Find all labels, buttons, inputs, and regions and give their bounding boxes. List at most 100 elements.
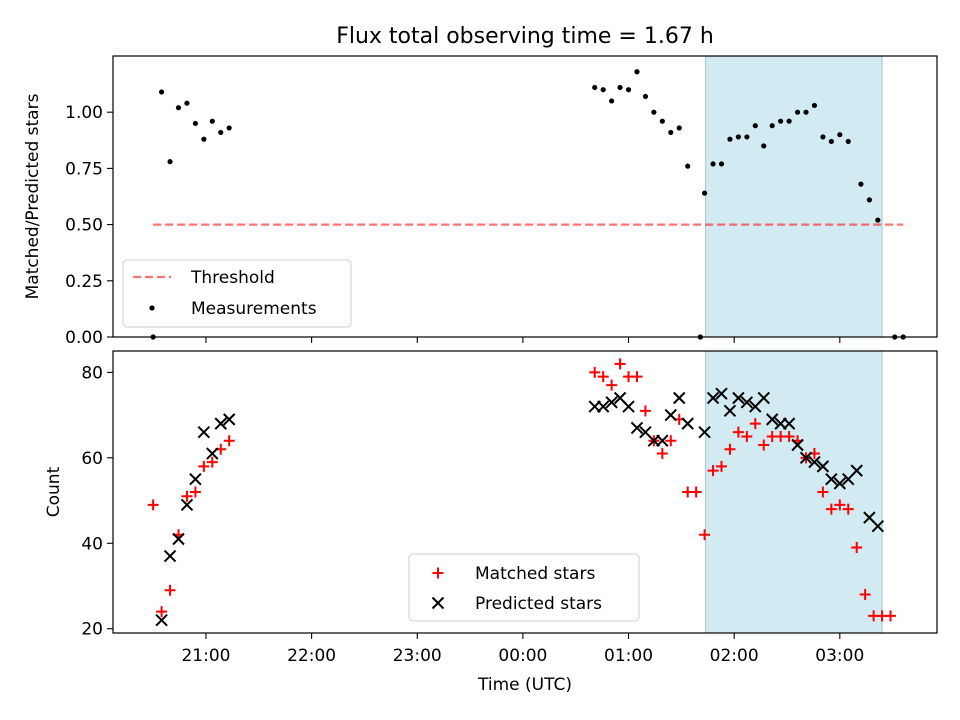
- series-measurements: [150, 69, 906, 340]
- matched-point: [817, 486, 829, 498]
- plot-area: [705, 351, 883, 633]
- predicted-point: [715, 387, 728, 400]
- y-tick-label: 0.50: [65, 216, 103, 236]
- matched-point: [842, 503, 854, 515]
- matched-point: [859, 589, 871, 601]
- data-point: [167, 159, 173, 165]
- y-tick-label: 0.00: [65, 328, 103, 348]
- data-point: [617, 84, 623, 91]
- predicted-point: [172, 532, 185, 546]
- matched-point: [724, 443, 736, 455]
- predicted-point: [782, 417, 796, 430]
- predicted-point: [197, 425, 211, 439]
- x-tick-label: 21:00: [181, 646, 230, 666]
- data-point: [192, 120, 198, 127]
- predicted-point: [808, 455, 821, 469]
- x-tick-label: 02:00: [710, 646, 759, 666]
- data-point: [811, 102, 818, 109]
- matched-point: [206, 456, 218, 468]
- matched-point: [198, 460, 210, 472]
- data-point: [175, 105, 182, 111]
- data-point: [735, 134, 741, 140]
- chart-title: Flux total observing time = 1.67 h: [336, 24, 714, 49]
- data-point: [858, 181, 864, 187]
- y-tick-label: 20: [81, 620, 103, 640]
- data-point: [727, 136, 733, 142]
- data-point: [158, 89, 165, 95]
- legend-predicted-label: Predicted stars: [475, 594, 602, 614]
- data-point: [659, 118, 665, 124]
- data-point: [226, 125, 232, 131]
- top-panel: 0.00 0.25 0.50 0.75 1.00 Matched/Predicted st…: [23, 55, 938, 348]
- data-point: [786, 118, 792, 124]
- predicted-point: [740, 396, 754, 409]
- matched-point: [631, 371, 643, 383]
- predicted-point: [799, 451, 813, 465]
- y-axis-label: Count: [44, 466, 64, 517]
- predicted-point: [214, 417, 227, 430]
- matched-point: [715, 460, 727, 472]
- y-axis-label: Matched/Predicted stars: [23, 93, 43, 299]
- matched-point: [147, 499, 159, 511]
- data-point: [184, 100, 190, 106]
- legend: Matched stars Predicted stars: [408, 553, 640, 622]
- matched-point: [639, 405, 651, 417]
- data-point: [710, 161, 716, 167]
- predicted-point: [656, 434, 669, 447]
- matched-point: [834, 499, 846, 511]
- observing-window-span: [705, 56, 883, 337]
- data-point: [651, 109, 657, 115]
- predicted-point: [850, 464, 863, 477]
- y-tick-label: 80: [81, 363, 103, 383]
- matched-point: [181, 490, 193, 502]
- data-point: [769, 123, 775, 129]
- predicted-point: [833, 477, 847, 490]
- legend-matched-label: Matched stars: [475, 564, 595, 584]
- axes-frame: [112, 350, 938, 634]
- data-point: [744, 134, 750, 140]
- data-point: [866, 197, 872, 203]
- y-tick-label: 60: [81, 449, 103, 469]
- matched-point: [825, 503, 837, 515]
- predicted-point: [816, 460, 830, 473]
- matched-point: [189, 486, 201, 498]
- predicted-point: [732, 391, 745, 405]
- y-tick-label: 0.75: [65, 159, 103, 179]
- predicted-point: [630, 421, 644, 435]
- legend-box: [122, 259, 352, 328]
- legend-measurements-swatch: [149, 305, 155, 311]
- x-tick-label: 23:00: [393, 646, 442, 666]
- legend-threshold-label: Threshold: [190, 268, 275, 288]
- matched-point: [732, 426, 744, 438]
- data-point: [642, 93, 649, 100]
- y-tick-label: 40: [81, 534, 103, 554]
- x-tick-label: 00:00: [498, 646, 547, 666]
- data-point: [820, 134, 826, 140]
- predicted-point: [206, 447, 219, 460]
- matched-point: [606, 379, 618, 391]
- matched-point: [783, 430, 795, 442]
- x-tick-label: 01:00: [604, 646, 653, 666]
- data-point: [668, 129, 674, 136]
- matched-point: [758, 439, 770, 451]
- legend-measurements-label: Measurements: [191, 299, 317, 319]
- matched-point: [741, 430, 753, 442]
- x-tick-label: 03:00: [815, 646, 864, 666]
- series-matched-stars: [147, 358, 897, 622]
- data-point: [600, 87, 606, 93]
- plot-area: [153, 56, 904, 337]
- bottom-panel: 20 40 60 80 21:00 22:00 23:00 00:00 01:00 02:00 03…: [44, 350, 938, 695]
- legend-box: [408, 553, 640, 622]
- predicted-point: [723, 404, 737, 418]
- matched-point: [851, 542, 863, 554]
- predicted-point: [765, 413, 779, 426]
- y-tick-label: 1.00: [65, 103, 103, 123]
- data-point: [609, 98, 615, 104]
- matched-point: [614, 358, 626, 370]
- matched-point: [885, 610, 897, 622]
- predicted-point: [163, 549, 177, 563]
- y-tick-label: 0.25: [65, 272, 103, 292]
- predicted-point: [757, 391, 770, 405]
- predicted-point: [664, 408, 677, 422]
